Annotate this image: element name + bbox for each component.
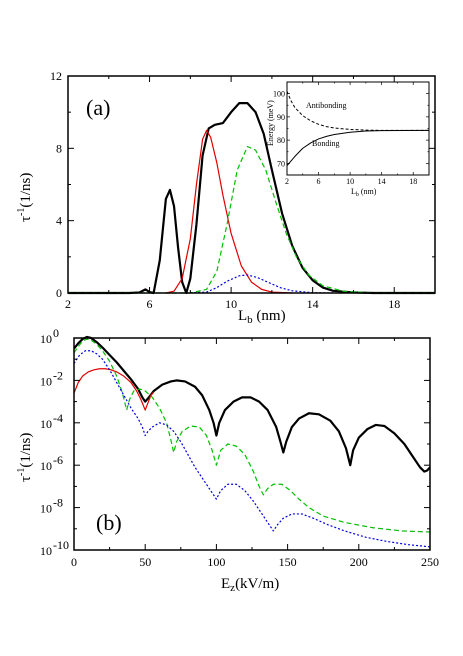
panel-a-x-tick-label: 6 (147, 297, 153, 311)
panel-a-y-tick-label: 8 (56, 141, 62, 155)
inset-x-tick-label: 2 (285, 177, 289, 186)
inset-y-tick-label: 100 (273, 90, 285, 99)
panel-b-frame (73, 337, 431, 551)
inset-plot-area (286, 91, 430, 167)
panel-b-y-tick-label: 10 (40, 459, 52, 473)
panel-b-y-tick-exponent: -4 (53, 411, 63, 425)
panel-a-x-tick-label: 14 (307, 297, 319, 311)
panel-a-ylabel: τ-1(1/ns) (16, 173, 34, 222)
panel-b-xlabel: Ez(kV/m) (221, 576, 279, 594)
panel-b-ylabel: τ-1(1/ns) (16, 433, 34, 482)
panel-b-x-tick-label: 100 (207, 555, 225, 569)
inset-x-tick-label: 10 (346, 177, 354, 186)
panel-b-plot-area (73, 335, 431, 548)
panel-b-series-3-line (73, 338, 431, 533)
inset-ylabel: Energy (meV) (266, 100, 275, 146)
panel-a-series-4-line (186, 274, 334, 294)
panel-b-y-tick-exponent: -10 (53, 538, 69, 552)
panel-b-x-tick-label: 150 (279, 555, 297, 569)
panel-b-series-2-line (73, 368, 155, 411)
inset-y-tick-label: 70 (277, 159, 285, 168)
panel-a-ylabel-sup: -1 (16, 208, 27, 216)
panel-a-y-tick-label: 12 (50, 69, 62, 83)
inset-antibonding-label: Antibonding (306, 101, 346, 110)
panel-b-x-tick-label: 50 (139, 555, 151, 569)
inset-xlabel: Lb (nm) (351, 187, 377, 198)
panel-b-label: (b) (96, 510, 122, 535)
panel-b-x-tick-label: 200 (350, 555, 368, 569)
panel-b-y-tick-label: 10 (40, 544, 52, 558)
inset-xlabel-main: L (351, 187, 356, 196)
panel-a-plot-area (68, 102, 435, 295)
panel-a-chart: 2 6 10 14 18 0 4 8 12 (a) 2 6 10 14 18 70 80 90 100 Anti… (16, 69, 436, 326)
panel-a-inset: 2 6 10 14 18 70 80 90 100 Antibonding Bonding En… (266, 81, 430, 198)
panel-b-y-tick-label: 10 (40, 502, 52, 516)
inset-xlabel-unit: (nm) (359, 187, 377, 196)
inset-background (287, 82, 429, 175)
panel-b-y-tick-exponent: 0 (53, 326, 59, 340)
panel-a-x-tick-label: 2 (65, 297, 71, 311)
panel-a-series-2-line (165, 129, 293, 294)
panel-b-y-tick-label: 10 (40, 332, 52, 346)
panel-a-ticks: 2 6 10 14 18 0 4 8 12 (50, 69, 436, 311)
inset-series-1-line (286, 91, 429, 131)
inset-x-tick-label: 18 (409, 177, 417, 186)
panel-b-ylabel-sup: -1 (16, 468, 27, 476)
panel-a-x-tick-label: 18 (388, 297, 400, 311)
panel-b-xlabel-main: E (221, 576, 230, 592)
panel-a-ylabel-main: τ (18, 216, 34, 222)
inset-series-2-line (286, 129, 430, 167)
panel-a-xlabel-sub: b (247, 314, 253, 326)
panel-a-xlabel-main: L (238, 308, 247, 324)
inset-xlabel-sub: b (356, 192, 359, 198)
panel-a-y-tick-label: 0 (56, 286, 62, 300)
panel-a-y-tick-label: 4 (56, 214, 62, 228)
panel-a-label: (a) (86, 95, 110, 120)
panel-a-ylabel-unit: (1/ns) (18, 173, 34, 208)
inset-bonding-label: Bonding (312, 139, 340, 148)
panel-b-x-tick-label: 0 (71, 555, 77, 569)
inset-y-tick-label: 90 (277, 113, 285, 122)
inset-x-tick-label: 14 (378, 177, 386, 186)
panel-b-xlabel-unit: (kV/m) (235, 576, 279, 592)
panel-b-series-1-line (73, 335, 431, 473)
panel-a-xlabel: Lb (nm) (238, 308, 286, 326)
panel-a-xlabel-unit: (nm) (253, 308, 286, 324)
panel-b-x-tick-label: 250 (421, 555, 439, 569)
panel-b-y-tick-label: 10 (40, 374, 52, 388)
panel-a-series-3-line (68, 145, 435, 294)
panel-b-y-tick-exponent: -2 (53, 368, 63, 382)
panel-b-ylabel-unit: (1/ns) (18, 433, 34, 468)
panel-a-x-tick-label: 10 (225, 297, 237, 311)
inset-x-tick-label: 6 (317, 177, 321, 186)
panel-b-y-tick-label: 10 (40, 417, 52, 431)
panel-b-y-tick-exponent: -6 (53, 453, 63, 467)
panel-b-xlabel-sub: z (230, 582, 235, 594)
panel-b-y-tick-exponent: -8 (53, 496, 63, 510)
panel-b-ylabel-main: τ (18, 476, 34, 482)
inset-y-tick-label: 80 (277, 136, 285, 145)
inset-ticks: 2 6 10 14 18 70 80 90 100 (273, 82, 430, 186)
